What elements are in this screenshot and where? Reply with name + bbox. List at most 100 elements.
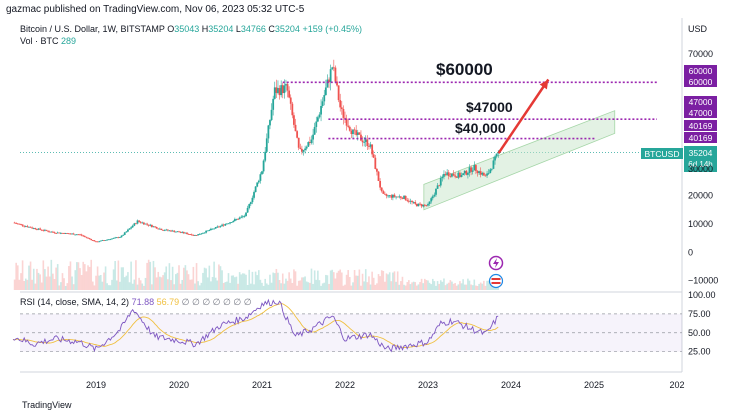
volume-bar [24,278,27,290]
volume-bar [459,281,461,290]
lightning-icon[interactable] [488,255,504,271]
candle-body [372,154,375,158]
candle-body [179,232,182,233]
volume-bar [259,279,262,290]
candle-body [85,236,88,238]
candle-body [307,142,310,147]
candle-body [208,230,211,231]
candle-body [395,196,397,198]
volume-bar [342,285,345,290]
candle-body [99,240,102,242]
volume-bar [331,269,334,290]
candle-body [123,232,126,235]
volume-bar [431,278,434,290]
candle-body [444,173,447,175]
candle-body [313,126,316,135]
volume-bar [323,282,326,290]
volume-bar [368,276,370,290]
volume-bar [348,277,351,290]
candle-body [241,216,244,218]
price-tick-label: 20000 [688,191,713,201]
volume-bar [163,272,166,290]
volume-bar [433,281,436,290]
candle-body [446,172,449,175]
volume-bar [76,262,78,290]
candle-body [44,229,46,231]
volume-bar [55,267,57,290]
volume-bar [400,281,402,290]
volume-bar [120,267,123,290]
volume-bar [341,272,343,290]
volume-bar [384,281,386,290]
candle-body [111,238,113,240]
volume-bar [312,283,314,290]
candle-body [369,144,372,147]
svg-text:60000: 60000 [689,66,713,76]
candle-body [53,232,56,234]
candle-body [34,228,37,230]
volume-bar [63,278,65,290]
candle-body [91,240,94,241]
candle-body [221,224,223,226]
candle-body [202,232,204,234]
candle-body [229,222,231,224]
rsi-info: RSI (14, close, SMA, 14, 2) 71.88 56.79 … [20,297,252,308]
volume-bar [227,273,230,290]
volume-bar [361,273,364,290]
volume-bar [28,265,30,290]
candle-body [414,202,417,204]
badge-47000-a: 47000 [684,96,717,107]
volume-bar [411,282,413,290]
volume-bar [455,285,458,290]
candle-body [115,237,118,239]
volume-bar [336,272,338,290]
volume-bar [178,265,180,290]
volume-bar [320,285,322,290]
grid [20,18,683,373]
candle-body [376,168,378,172]
ohlc-open-value: 35043 [174,24,200,34]
candle-body [355,130,358,135]
candle-body [473,165,476,171]
time-tick-label: 2025 [584,380,604,390]
volume-bar [50,259,53,290]
candle-body [98,241,101,243]
volume-bar [309,282,311,290]
volume-bar [430,284,432,290]
candle-body [170,230,172,232]
volume-bar [393,271,396,290]
candle-body [67,233,70,235]
candle-body [393,194,396,197]
volume-bar [226,281,228,290]
candle-body [173,230,176,232]
candle-body [447,172,450,177]
candle-body [112,238,115,239]
volume-bar [444,285,447,290]
candle-body [83,236,86,237]
volume-bar [302,277,305,290]
volume-bar [344,284,346,290]
volume-bar [90,259,93,290]
flag-icon[interactable] [488,273,504,289]
volume-bar [483,280,485,290]
candle-body [162,230,164,231]
volume-bar [326,275,329,290]
candle-body [443,173,445,177]
volume-bar [427,280,429,290]
candle-body [435,188,437,195]
candle-body [310,139,313,143]
candle-body [40,229,43,231]
candle-body [312,134,314,140]
candle-body [218,226,220,228]
candle-body [486,173,488,176]
candle-body [58,232,61,234]
volume-bar [451,281,453,290]
volume-bar [218,264,220,290]
candle-body [235,218,238,220]
candle-body [227,223,230,225]
volume-bar [68,266,70,290]
volume-bar [387,274,389,290]
volume-bar [61,273,64,290]
volume-bar [203,267,206,290]
